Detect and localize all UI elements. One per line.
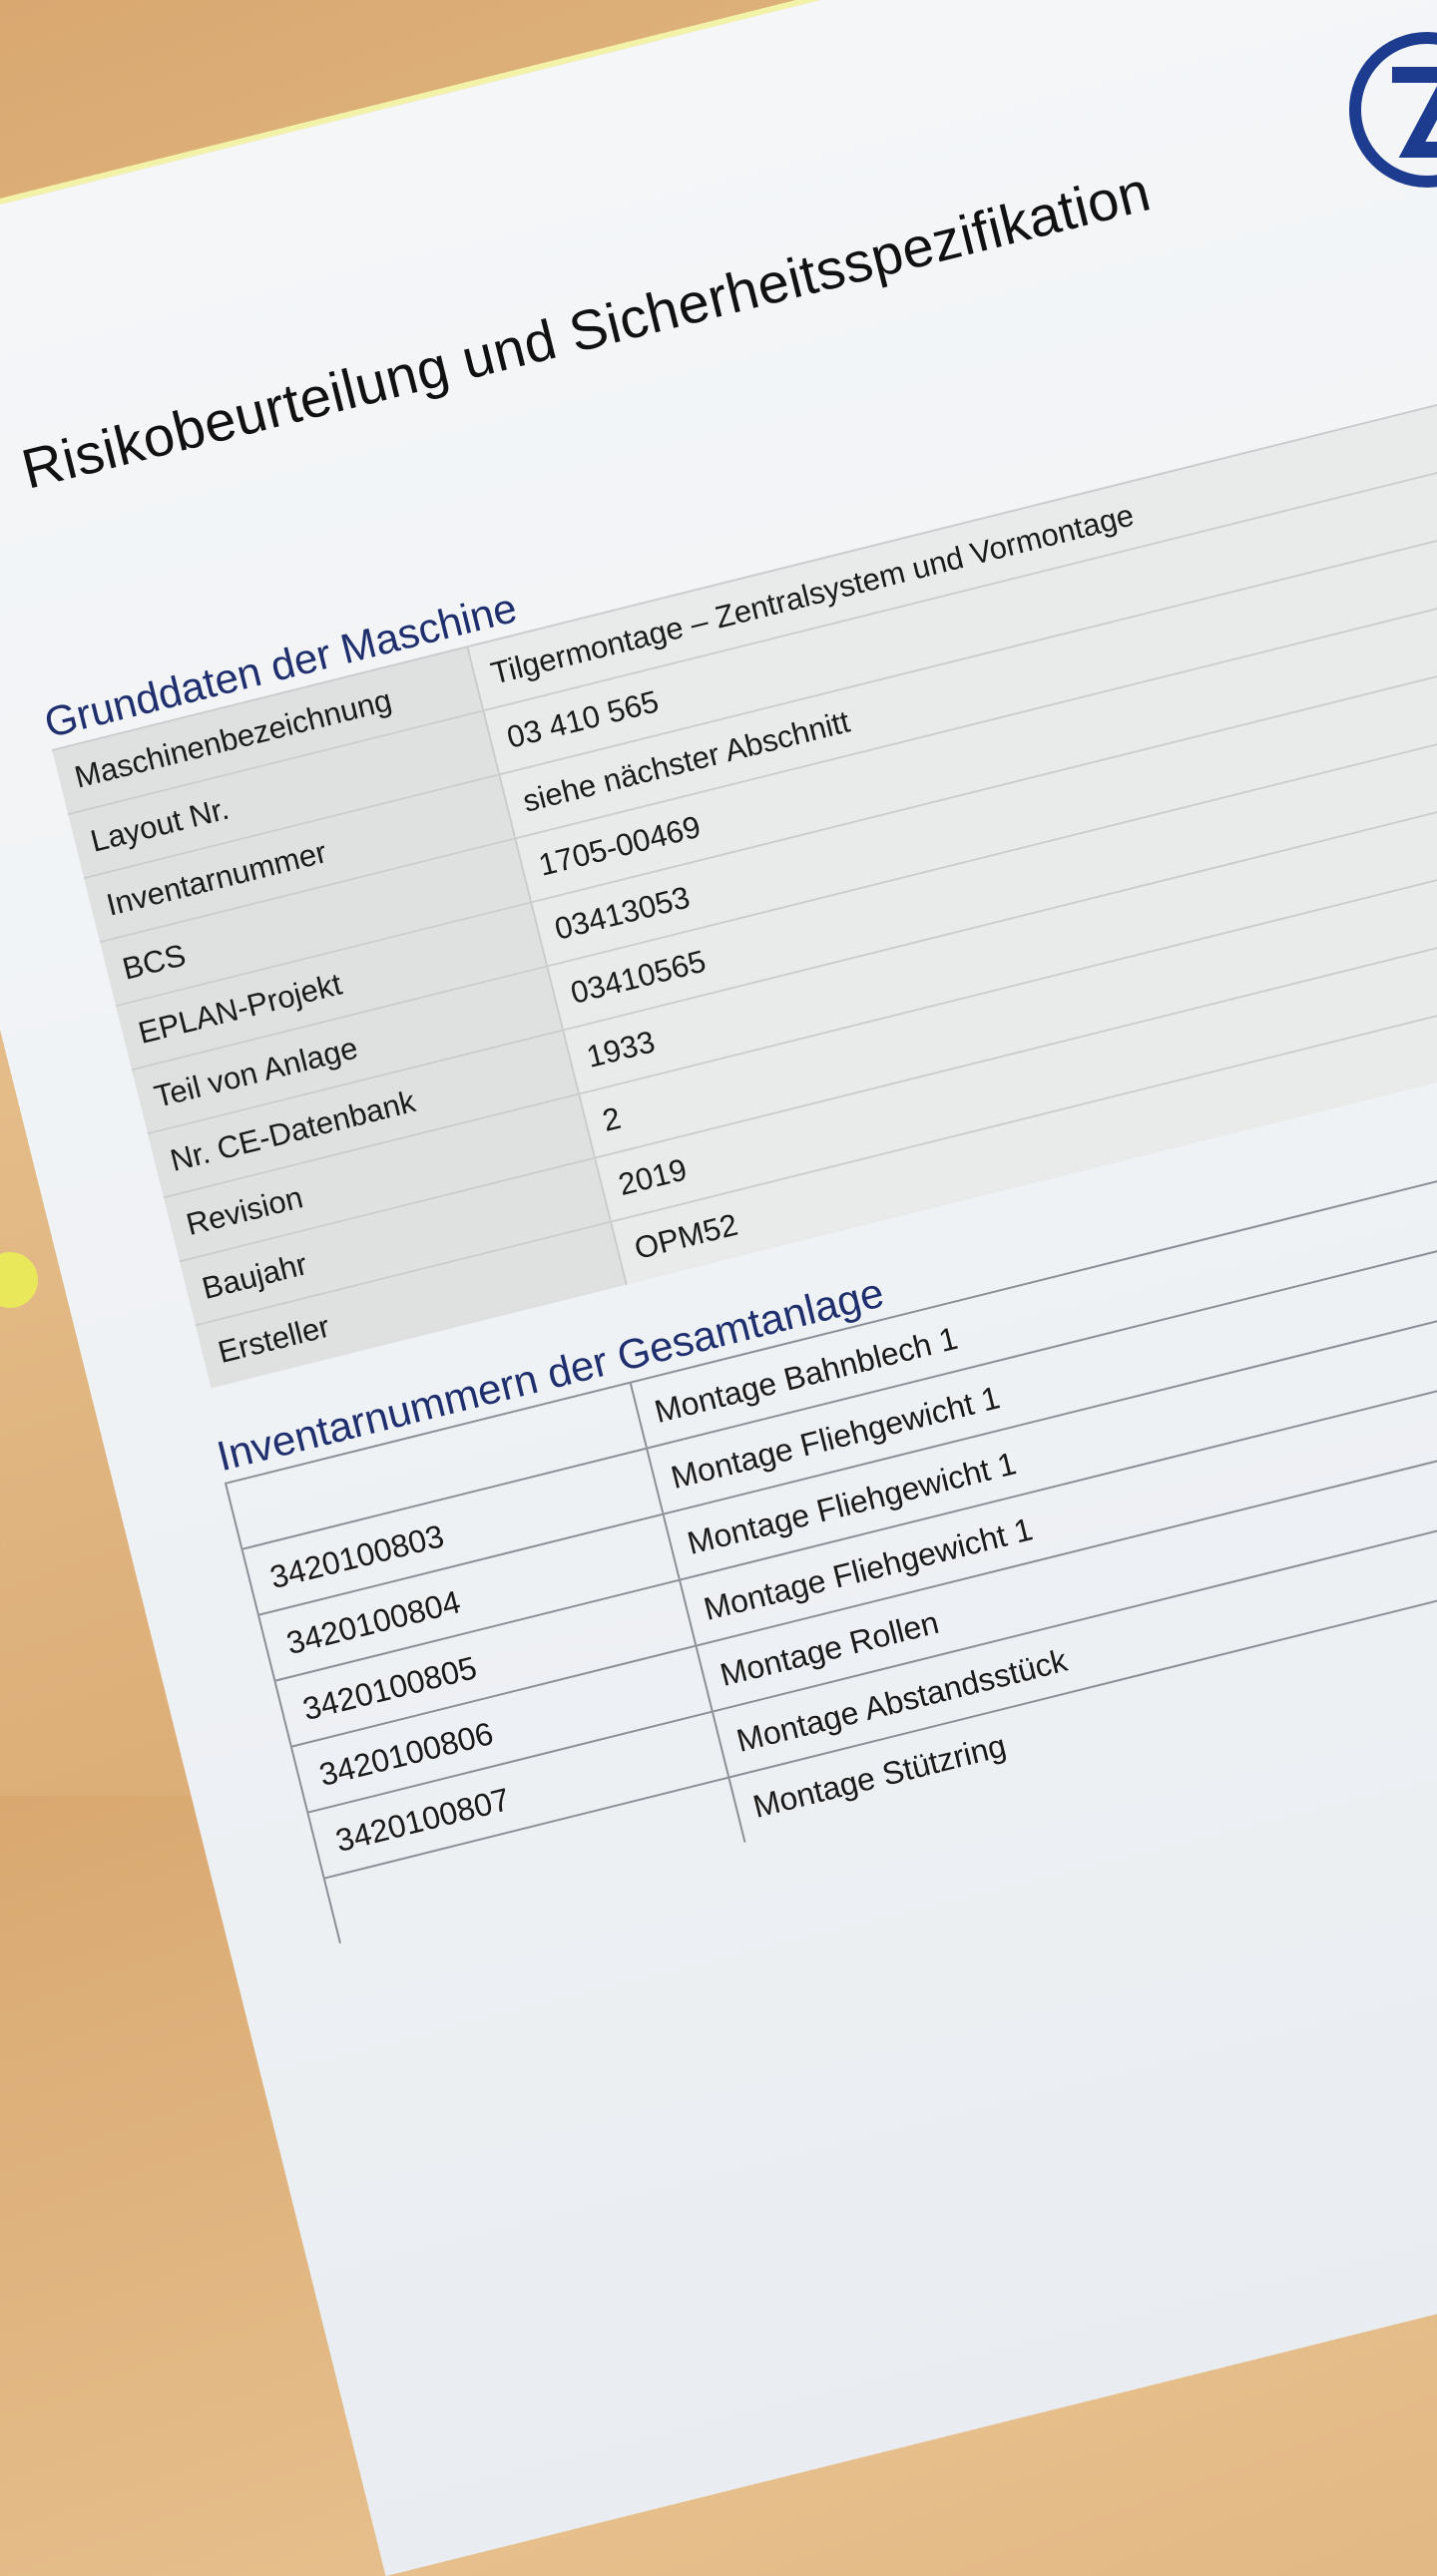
zf-logo [1349,32,1437,188]
binder-hole-marker [0,1252,38,1308]
